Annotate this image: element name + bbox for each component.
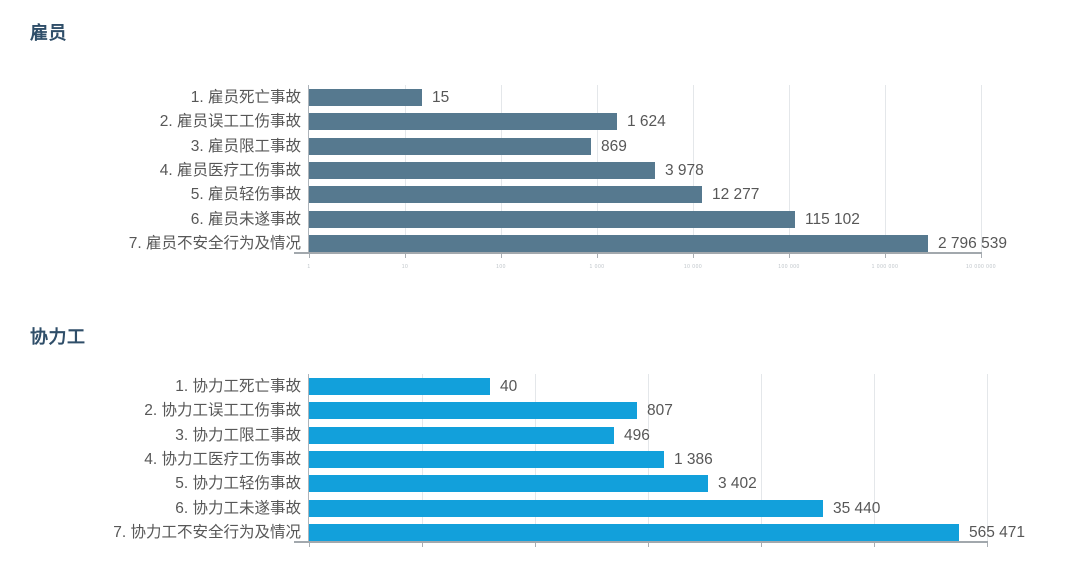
value-label: 15 (432, 89, 450, 106)
value-label: 3 978 (665, 161, 704, 179)
chart-employee-title: 雇员 (30, 23, 67, 43)
bar (309, 402, 637, 420)
value-label: 807 (647, 402, 673, 420)
plot-gridline (874, 374, 875, 541)
value-axis-tick-label: 10 000 (683, 264, 703, 270)
bar (309, 186, 702, 204)
value-axis-tick (422, 543, 423, 547)
chart-contractor-title: 协力工 (30, 327, 86, 347)
category-label: 5. 协力工轻伤事故 (175, 475, 301, 493)
category-label: 1. 雇员死亡事故 (190, 89, 301, 106)
value-axis-tick-label: 1 000 (589, 264, 605, 270)
value-label: 869 (601, 137, 627, 155)
category-axis-line (308, 374, 309, 543)
bar (309, 161, 655, 179)
bar (309, 523, 959, 541)
category-label: 3. 雇员限工事故 (190, 137, 301, 155)
value-label: 496 (624, 426, 650, 444)
value-axis-tick-label: 10 (401, 264, 409, 270)
value-label: 35 440 (833, 499, 881, 517)
category-label: 1. 协力工死亡事故 (175, 378, 301, 395)
bar (309, 137, 591, 155)
value-label: 12 277 (712, 186, 760, 204)
value-axis-tick (405, 254, 406, 258)
value-axis-tick (309, 254, 310, 258)
value-axis-tick-label: 10 000 000 (965, 264, 997, 270)
value-axis-tick-label: 1 000 000 (871, 264, 899, 270)
value-axis-tick (789, 254, 790, 258)
plot-gridline (761, 374, 762, 541)
plot-gridline (885, 85, 886, 252)
value-label: 115 102 (805, 210, 860, 228)
value-axis-tick (874, 543, 875, 547)
value-axis-tick (648, 543, 649, 547)
bar (309, 426, 614, 444)
value-axis-tick-label: 100 000 (778, 264, 800, 270)
category-label: 7. 雇员不安全行为及情况 (128, 234, 301, 252)
value-axis-tick (501, 254, 502, 258)
value-label: 1 386 (674, 450, 713, 468)
value-axis-tick (597, 254, 598, 258)
bar (309, 475, 708, 493)
value-axis-tick (693, 254, 694, 258)
plot-gridline (987, 374, 988, 541)
value-axis-tick (761, 543, 762, 547)
category-axis-line (308, 85, 309, 254)
value-axis-line (294, 541, 988, 543)
value-axis-tick-label: 1 (307, 264, 311, 270)
plot-gridline (693, 85, 694, 252)
value-axis-tick-label: 100 (496, 264, 506, 270)
category-label: 3. 协力工限工事故 (175, 426, 301, 444)
category-label: 2. 协力工误工工伤事故 (144, 402, 301, 420)
category-label: 7. 协力工不安全行为及情况 (113, 523, 301, 541)
value-axis-tick (981, 254, 982, 258)
value-axis-tick (885, 254, 886, 258)
category-label: 5. 雇员轻伤事故 (190, 186, 301, 204)
value-label: 1 624 (627, 113, 666, 131)
value-label: 3 402 (718, 475, 757, 493)
bar (309, 234, 928, 252)
value-axis-tick (987, 543, 988, 547)
bar (309, 450, 664, 468)
value-label: 565 471 (969, 523, 1026, 541)
bar (309, 113, 617, 131)
plot-gridline (789, 85, 790, 252)
category-label: 6. 协力工未遂事故 (175, 499, 301, 517)
value-label: 40 (500, 378, 518, 395)
bar (309, 89, 422, 106)
category-label: 4. 协力工医疗工伤事故 (144, 450, 301, 468)
category-label: 2. 雇员误工工伤事故 (159, 113, 301, 131)
value-axis-tick (309, 543, 310, 547)
category-label: 4. 雇员医疗工伤事故 (159, 161, 301, 179)
value-label: 2 796 539 (938, 234, 1007, 252)
value-axis-line (294, 252, 982, 254)
value-axis-tick (535, 543, 536, 547)
plot-gridline (981, 85, 982, 252)
bar (309, 210, 795, 228)
bar (309, 378, 490, 395)
bar (309, 499, 823, 517)
category-label: 6. 雇员未遂事故 (190, 210, 301, 228)
